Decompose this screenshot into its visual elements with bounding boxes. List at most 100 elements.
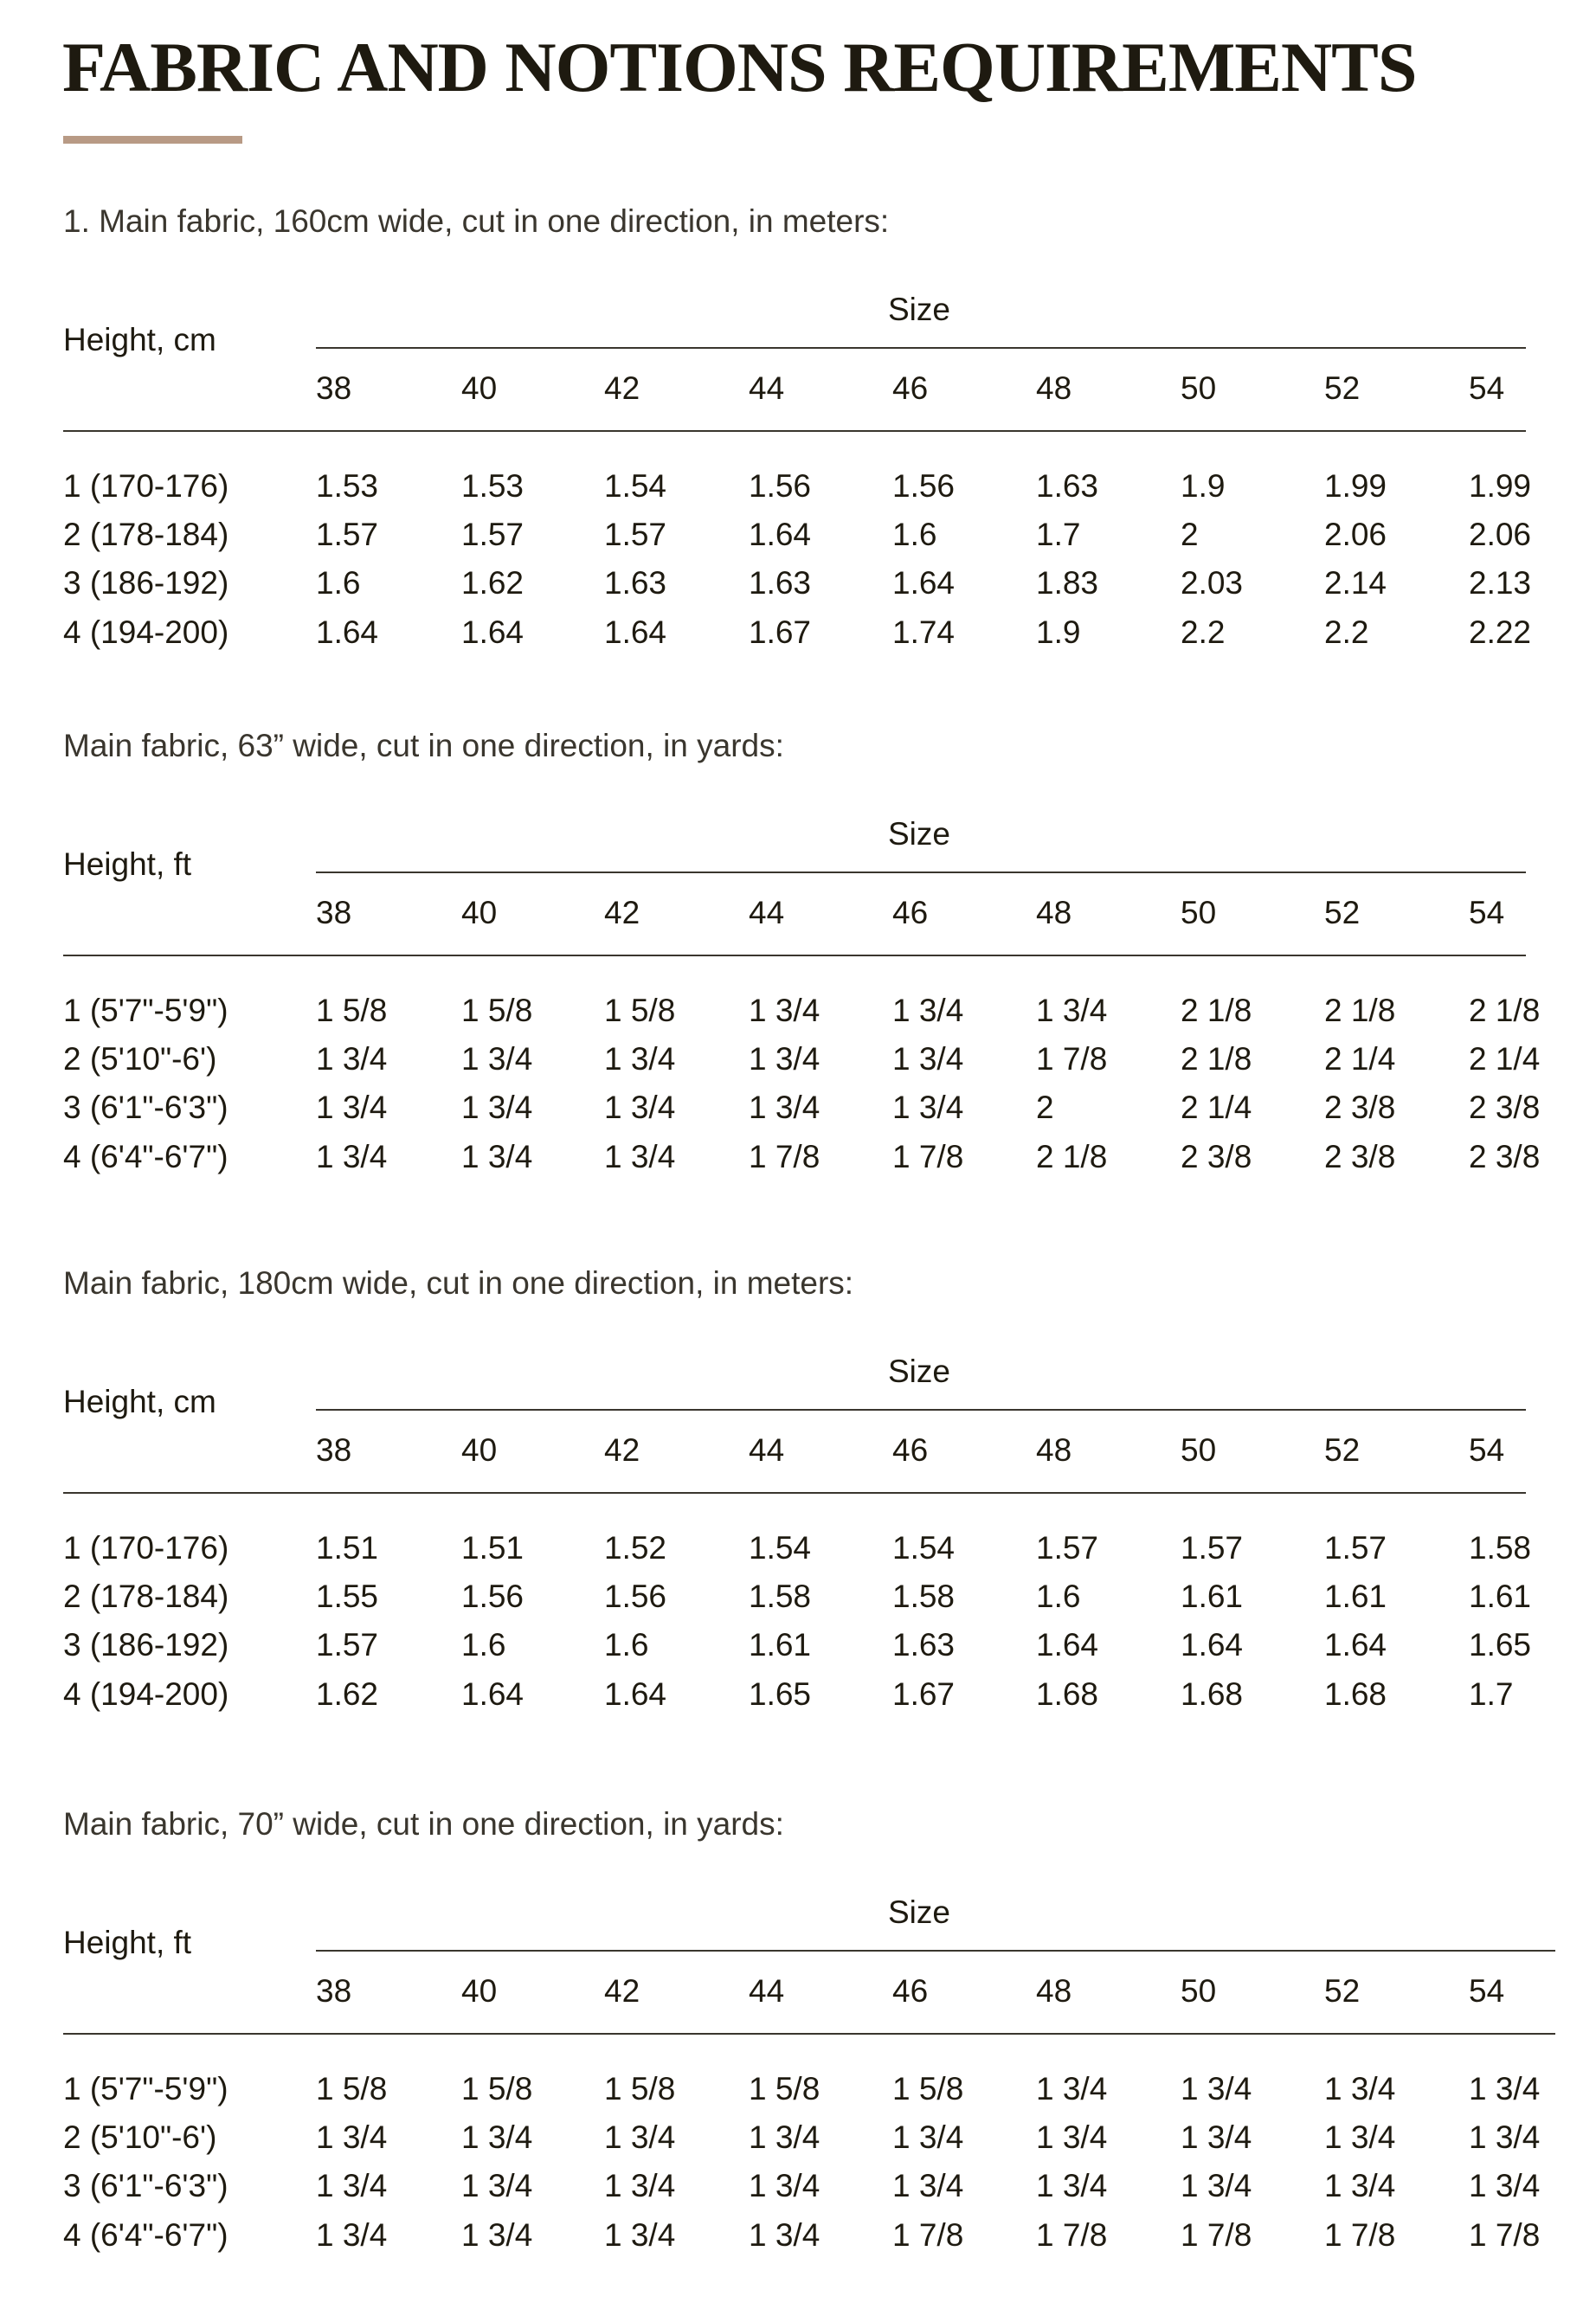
table-cell-value: 1.6 [1036, 1579, 1081, 1614]
height-row-label: 4 (194-200) [63, 1676, 229, 1712]
header-divider [63, 2033, 1555, 2035]
table-cell-value: 1 7/8 [1036, 2217, 1108, 2253]
table-cell-value: 1 7/8 [749, 1139, 821, 1174]
row-header-label: Height, ft [63, 846, 192, 882]
size-column-header: 40 [461, 895, 498, 930]
table-cell-value: 1 3/4 [892, 993, 964, 1028]
size-column-header: 44 [749, 1973, 785, 2009]
table-cell-value: 1.63 [749, 565, 812, 601]
table-cell-value: 1.61 [1469, 1579, 1532, 1614]
height-row-label: 1 (170-176) [63, 1530, 229, 1566]
table-cell-value: 2 3/8 [1469, 1139, 1541, 1174]
size-header-divider [316, 1950, 1555, 1952]
table-cell-value: 1 3/4 [1036, 993, 1108, 1028]
table-cell-value: 2 3/8 [1324, 1090, 1396, 1125]
table-cell-value: 2 [1181, 517, 1199, 552]
table-cell-value: 1.65 [749, 1676, 812, 1712]
size-column-header: 44 [749, 1432, 785, 1468]
table-caption: Main fabric, 70” wide, cut in one direct… [63, 1806, 784, 1842]
size-column-header: 40 [461, 1973, 498, 2009]
size-column-header: 42 [604, 895, 640, 930]
table-cell-value: 1.7 [1469, 1676, 1514, 1712]
table-cell-value: 1.64 [1181, 1627, 1244, 1663]
table-cell-value: 1 3/4 [892, 2119, 964, 2155]
table-cell-value: 1 3/4 [316, 2119, 388, 2155]
table-cell-value: 1 5/8 [316, 2071, 388, 2106]
size-column-header: 52 [1324, 370, 1361, 406]
height-row-label: 1 (170-176) [63, 468, 229, 504]
table-cell-value: 1 3/4 [604, 2168, 676, 2203]
size-column-header: 40 [461, 1432, 498, 1468]
size-column-header: 48 [1036, 1973, 1072, 2009]
table-cell-value: 1 3/4 [604, 2119, 676, 2155]
size-column-header: 48 [1036, 1432, 1072, 1468]
size-column-header: 42 [604, 370, 640, 406]
table-cell-value: 1 7/8 [1181, 2217, 1252, 2253]
table-cell-value: 2 1/8 [1181, 1041, 1252, 1077]
table-cell-value: 1 3/4 [604, 1041, 676, 1077]
table-cell-value: 1.57 [316, 1627, 379, 1663]
table-cell-value: 1 3/4 [1181, 2168, 1252, 2203]
table-caption: 1. Main fabric, 160cm wide, cut in one d… [63, 203, 890, 239]
table-cell-value: 2 3/8 [1469, 1090, 1541, 1125]
size-column-header: 42 [604, 1973, 640, 2009]
header-divider [63, 430, 1526, 432]
table-cell-value: 1 3/4 [604, 1090, 676, 1125]
table-cell-value: 1.64 [1036, 1627, 1099, 1663]
table-cell-value: 1.64 [892, 565, 956, 601]
table-cell-value: 1 7/8 [1324, 2217, 1396, 2253]
table-cell-value: 2 1/8 [1036, 1139, 1108, 1174]
table-cell-value: 1 5/8 [604, 993, 676, 1028]
size-column-header: 52 [1324, 1432, 1361, 1468]
table-cell-value: 1.61 [1181, 1579, 1244, 1614]
table-cell-value: 1 3/4 [1181, 2071, 1252, 2106]
size-column-header: 54 [1469, 370, 1505, 406]
size-column-header: 50 [1181, 1432, 1217, 1468]
table-cell-value: 1.64 [316, 614, 379, 650]
table-cell-value: 1 5/8 [604, 2071, 676, 2106]
table-cell-value: 1.62 [461, 565, 524, 601]
table-cell-value: 1.53 [316, 468, 379, 504]
table-cell-value: 2 1/8 [1181, 993, 1252, 1028]
table-cell-value: 1 3/4 [461, 2119, 533, 2155]
table-cell-value: 1.6 [604, 1627, 649, 1663]
table-cell-value: 1 3/4 [316, 1041, 388, 1077]
table-caption: Main fabric, 180cm wide, cut in one dire… [63, 1265, 854, 1301]
height-row-label: 3 (186-192) [63, 565, 229, 601]
size-column-header: 52 [1324, 895, 1361, 930]
table-cell-value: 1 5/8 [892, 2071, 964, 2106]
table-cell-value: 1.64 [749, 517, 812, 552]
size-header-divider [316, 347, 1526, 349]
size-column-header: 46 [892, 1973, 929, 2009]
table-cell-value: 2.22 [1469, 614, 1532, 650]
table-cell-value: 1.51 [316, 1530, 379, 1566]
size-header-label: Size [888, 1894, 950, 1930]
table-cell-value: 2 3/8 [1324, 1139, 1396, 1174]
table-cell-value: 1.58 [1469, 1530, 1532, 1566]
size-column-header: 54 [1469, 1973, 1505, 2009]
table-caption: Main fabric, 63” wide, cut in one direct… [63, 728, 784, 763]
size-header-label: Size [888, 816, 950, 852]
table-cell-value: 1.67 [749, 614, 812, 650]
table-cell-value: 1.57 [1181, 1530, 1244, 1566]
table-cell-value: 1 3/4 [316, 1139, 388, 1174]
table-cell-value: 1 3/4 [1324, 2119, 1396, 2155]
table-cell-value: 1.68 [1324, 1676, 1387, 1712]
table-cell-value: 1.64 [461, 614, 524, 650]
table-cell-value: 1.61 [1324, 1579, 1387, 1614]
table-cell-value: 1 3/4 [1324, 2168, 1396, 2203]
table-cell-value: 1 3/4 [1036, 2168, 1108, 2203]
table-cell-value: 1 7/8 [1469, 2217, 1541, 2253]
table-cell-value: 2.2 [1324, 614, 1369, 650]
table-cell-value: 1 3/4 [892, 1041, 964, 1077]
table-cell-value: 1 5/8 [461, 993, 533, 1028]
title-accent-divider [63, 136, 242, 144]
table-cell-value: 1.56 [892, 468, 956, 504]
table-cell-value: 1.99 [1469, 468, 1532, 504]
table-cell-value: 2.14 [1324, 565, 1387, 601]
table-cell-value: 2.06 [1324, 517, 1387, 552]
table-cell-value: 1 5/8 [461, 2071, 533, 2106]
table-cell-value: 1 3/4 [604, 1139, 676, 1174]
table-cell-value: 2.13 [1469, 565, 1532, 601]
table-cell-value: 2 1/8 [1324, 993, 1396, 1028]
